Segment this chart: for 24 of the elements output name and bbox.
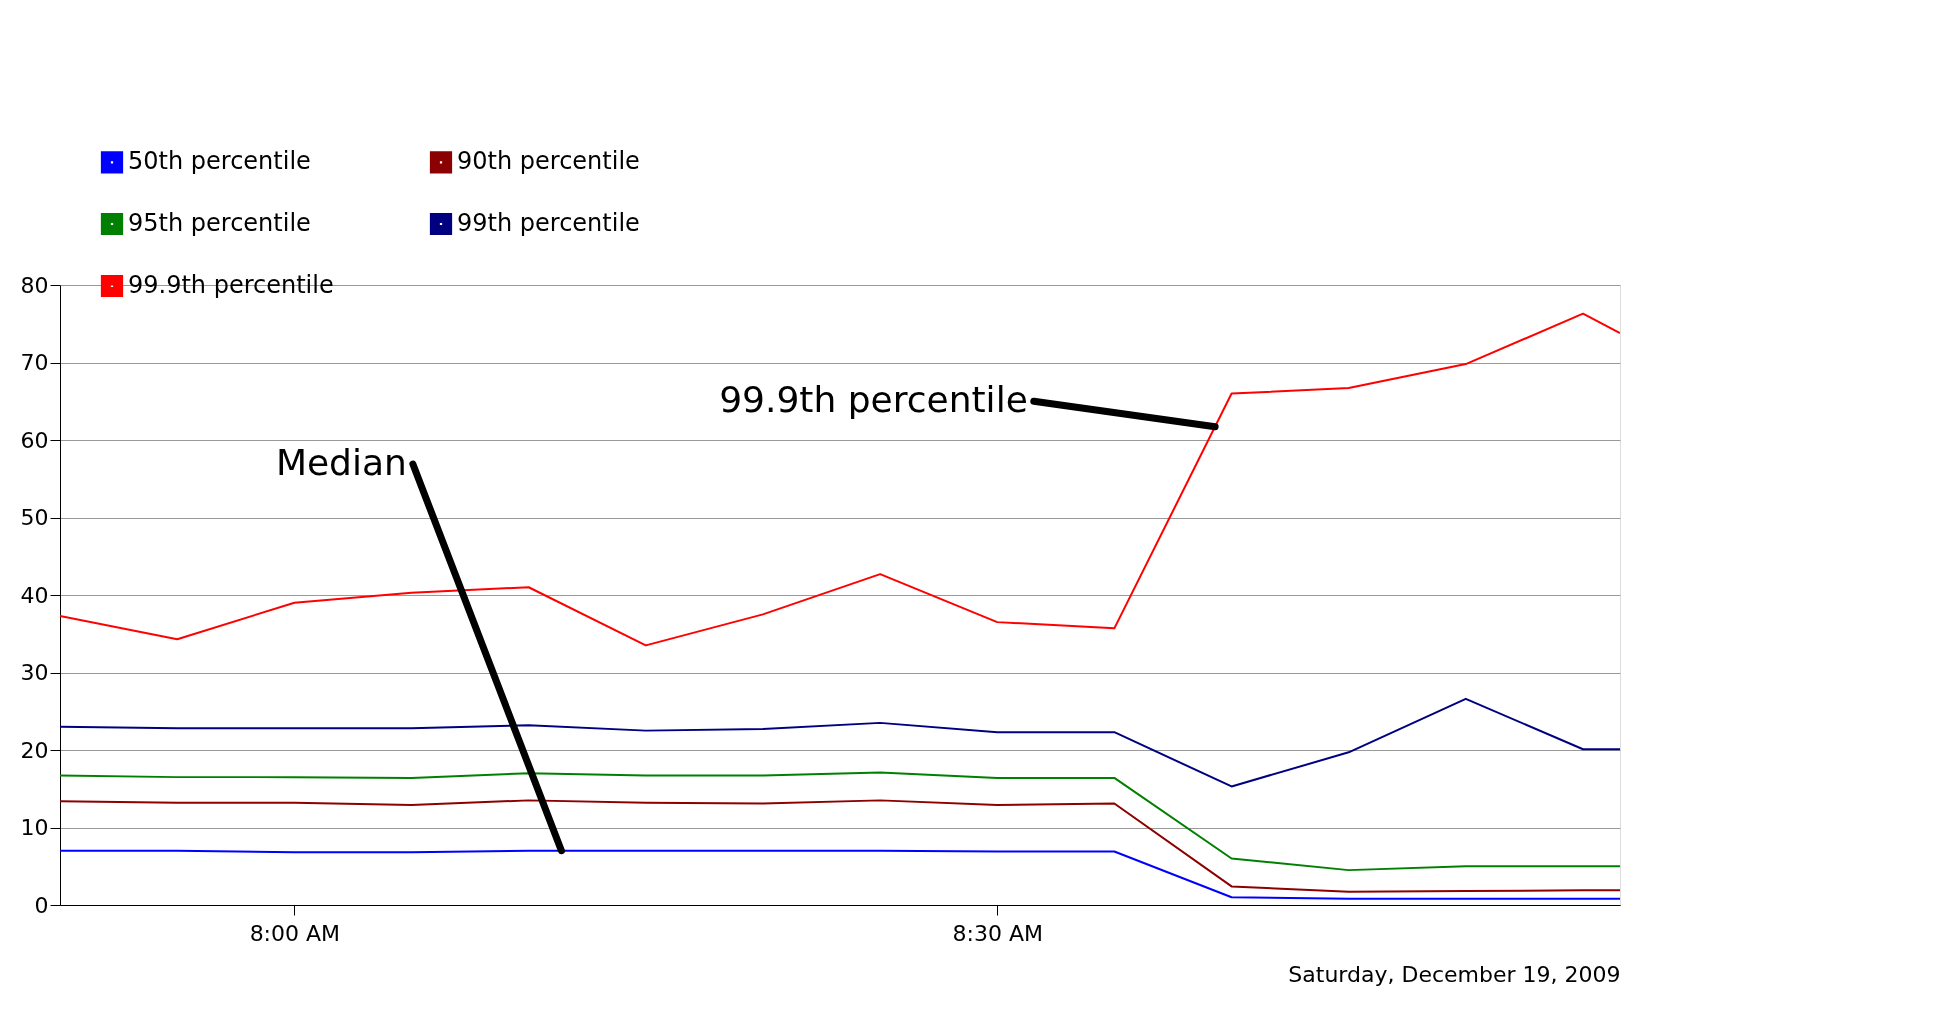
y-tick-label: 10: [20, 815, 49, 840]
x-axis-title: Saturday, December 19, 2009: [1288, 961, 1621, 987]
x-tick-label: 8:30 AM: [952, 920, 1043, 946]
y-tick-label: 20: [20, 737, 49, 763]
legend-label: 95th percentile: [128, 209, 311, 237]
line-series: [60, 697, 1620, 788]
legend-label: 99.9th percentile: [128, 271, 334, 299]
legend-label: 99th percentile: [457, 209, 640, 237]
y-tick-label: 60: [20, 427, 49, 453]
line-series: [60, 799, 1620, 893]
annotation: 99.9th percentile: [719, 379, 1028, 421]
line-series: [60, 771, 1620, 872]
legend-label: 90th percentile: [457, 147, 640, 176]
y-tick-label: 50: [20, 505, 49, 530]
y-tick-label: 30: [20, 660, 49, 685]
x-tick-label: 8:00 AM: [249, 920, 341, 946]
y-tick-label: 0: [34, 892, 49, 918]
line-series: [60, 312, 1620, 647]
y-tick-label: 70: [20, 350, 49, 375]
y-tick-label: 40: [20, 582, 49, 608]
legend-label: 50th percentile: [128, 147, 311, 176]
line-series: [60, 849, 1620, 900]
annotation: Median: [275, 442, 407, 484]
y-tick-label: 80: [20, 272, 49, 298]
